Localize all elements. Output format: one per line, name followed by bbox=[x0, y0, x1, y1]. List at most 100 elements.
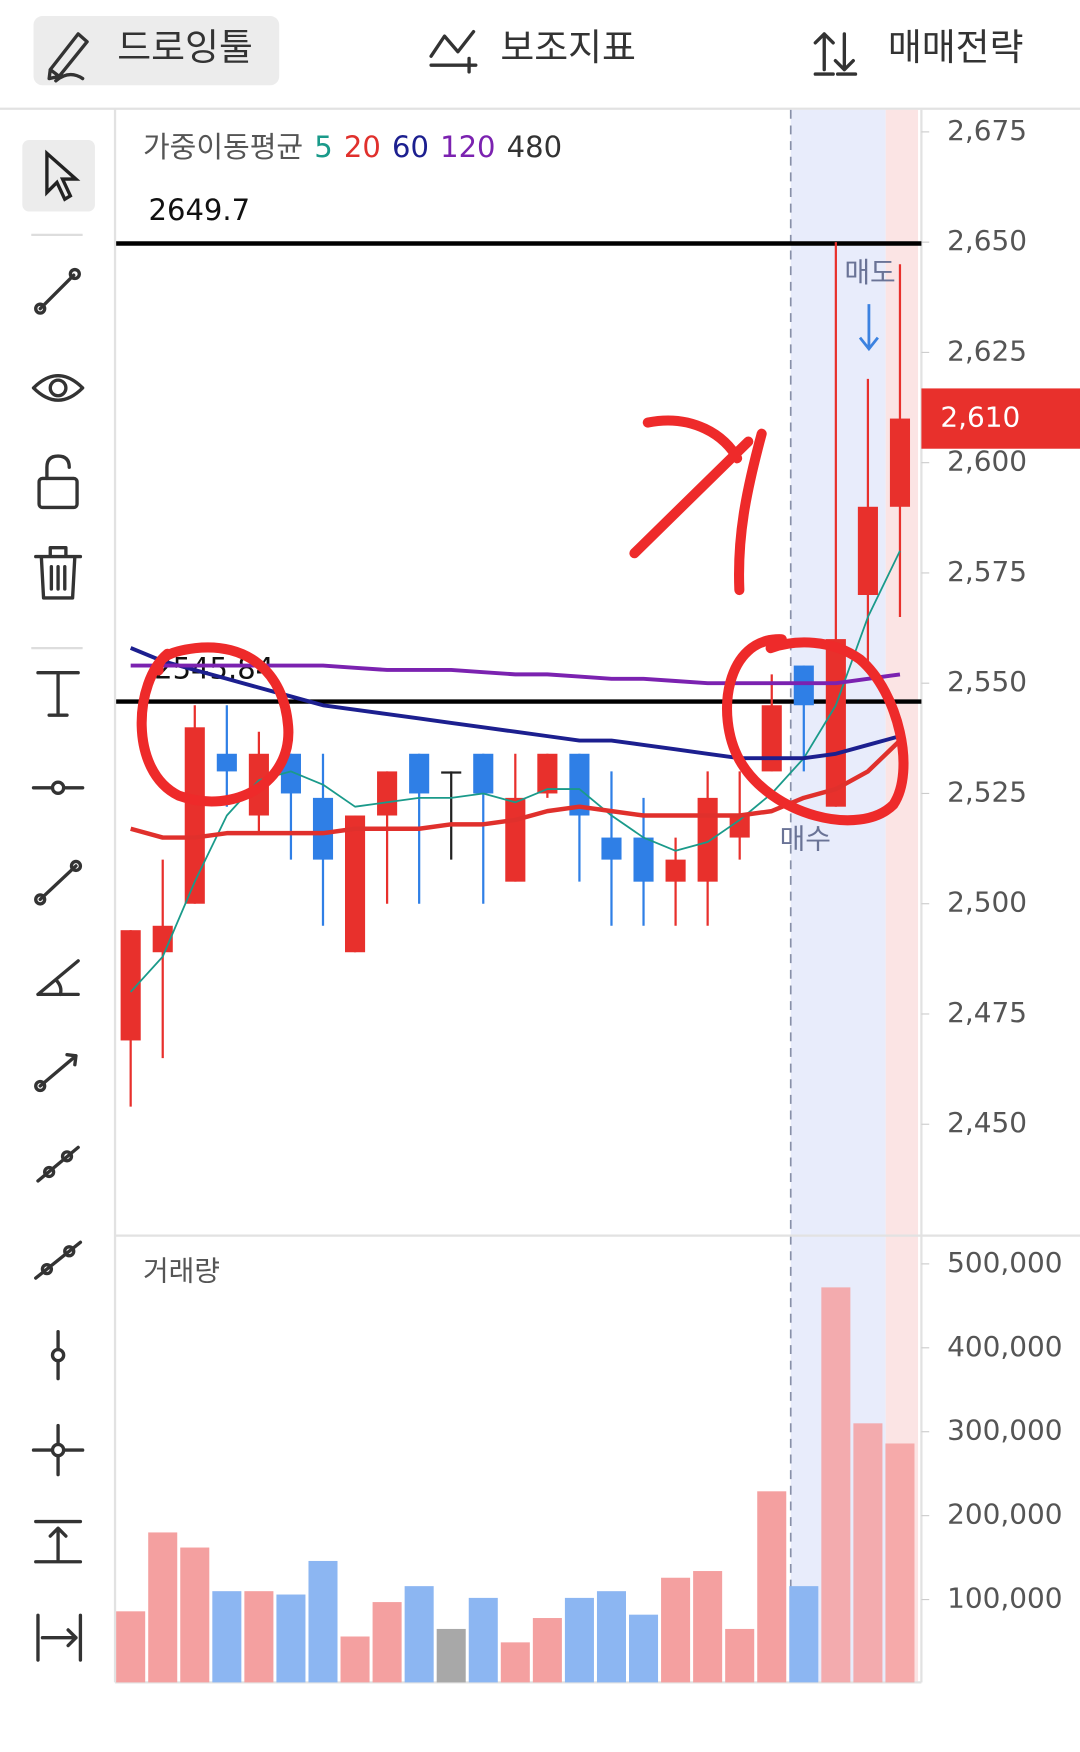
moving-average bbox=[129, 646, 901, 761]
sell-zone bbox=[885, 109, 919, 1683]
dot bbox=[34, 302, 47, 315]
ray-tool[interactable] bbox=[38, 1053, 78, 1088]
line-tool[interactable] bbox=[38, 273, 76, 311]
circle-annotation bbox=[136, 642, 294, 807]
volume-bar bbox=[436, 1628, 466, 1683]
candle-body bbox=[633, 837, 654, 882]
dot bbox=[63, 1245, 76, 1258]
volume-bar bbox=[116, 1611, 146, 1683]
candle-body bbox=[409, 753, 430, 794]
y-tick-label: 2,525 bbox=[947, 775, 1027, 808]
dot bbox=[68, 267, 81, 281]
stroke-annotation bbox=[734, 428, 767, 596]
scribbles bbox=[136, 415, 909, 826]
y-tick-label: 2,625 bbox=[947, 334, 1027, 367]
pen-icon bbox=[47, 32, 89, 83]
volume-bar bbox=[340, 1636, 370, 1683]
legend-entry: 20 bbox=[344, 130, 381, 164]
y-tick-label: 2,575 bbox=[947, 555, 1027, 588]
volume-bar bbox=[885, 1443, 915, 1683]
buy-label: 매수 bbox=[780, 822, 831, 855]
dot bbox=[34, 893, 47, 906]
volume-bar bbox=[276, 1594, 306, 1683]
volume-bar bbox=[212, 1591, 242, 1683]
candle-body bbox=[537, 753, 558, 794]
text-tool[interactable] bbox=[36, 671, 80, 717]
candle-body bbox=[377, 771, 398, 816]
candle-body bbox=[825, 639, 846, 807]
candle-body bbox=[505, 797, 526, 882]
volume-bar bbox=[693, 1571, 723, 1683]
moving-average bbox=[130, 738, 902, 840]
circle-annotation bbox=[722, 634, 909, 826]
angle-tool[interactable] bbox=[36, 959, 80, 997]
tab-active-bg[interactable] bbox=[33, 16, 280, 86]
volume-bar bbox=[821, 1287, 851, 1683]
candle-body bbox=[697, 797, 718, 882]
y-tick-label: 200,000 bbox=[947, 1498, 1062, 1531]
candle-body bbox=[569, 753, 590, 816]
dot bbox=[60, 1150, 74, 1163]
range-tool[interactable] bbox=[34, 1519, 83, 1564]
y-tick-label: 2,450 bbox=[947, 1106, 1027, 1139]
legend: 가중이동평균 5 20 60 120 480 bbox=[143, 130, 562, 164]
y-tick-label: 100,000 bbox=[947, 1582, 1062, 1615]
volume-bar bbox=[757, 1491, 787, 1683]
toolbar bbox=[22, 139, 95, 1662]
chart: 2,450 2,475 2,500 2,525 2,550 2,575 2,600 2,625… bbox=[116, 114, 1080, 1683]
trash-tool[interactable] bbox=[34, 545, 83, 600]
volume-title: 거래량 bbox=[143, 1254, 220, 1287]
horizontal-line-label: 2649.7 bbox=[149, 193, 251, 227]
candle-body bbox=[216, 753, 237, 772]
legend-entry: 60 bbox=[392, 130, 429, 164]
dot bbox=[40, 1262, 54, 1276]
current-price-tag bbox=[921, 388, 1080, 449]
lock-tool[interactable] bbox=[37, 476, 79, 510]
date-range-tool[interactable] bbox=[36, 1613, 83, 1662]
y-tick-label: 2,650 bbox=[947, 224, 1027, 257]
volume-bar bbox=[596, 1591, 626, 1683]
dot bbox=[50, 780, 66, 796]
candle-body bbox=[601, 837, 622, 860]
tab[interactable]: 매매전략 bbox=[888, 26, 1024, 69]
tab[interactable]: 보조지표 bbox=[500, 26, 636, 69]
volume-bar bbox=[629, 1614, 659, 1683]
candle-body bbox=[344, 815, 366, 953]
volume-bar bbox=[789, 1586, 819, 1683]
dot bbox=[42, 1165, 56, 1179]
segment-tool[interactable] bbox=[38, 864, 78, 902]
dot bbox=[34, 1079, 47, 1093]
volume-bar bbox=[180, 1547, 210, 1683]
dot bbox=[69, 859, 83, 873]
tab[interactable]: 드로잉툴 bbox=[117, 26, 253, 69]
volume-bar bbox=[148, 1532, 178, 1683]
candle-body bbox=[857, 506, 878, 595]
volume-bar bbox=[244, 1591, 274, 1683]
lock-arc bbox=[45, 454, 71, 481]
cursor-tool[interactable] bbox=[45, 149, 81, 202]
tool-active-bg[interactable] bbox=[22, 139, 95, 212]
legend-entry: 480 bbox=[507, 130, 562, 164]
current-price-label: 2,610 bbox=[940, 401, 1020, 434]
dot bbox=[50, 1442, 66, 1458]
candle-body bbox=[120, 930, 141, 1041]
eye-tool[interactable] bbox=[31, 373, 85, 402]
dot bbox=[50, 1347, 66, 1363]
stroke-annotation bbox=[629, 415, 754, 559]
candle-body bbox=[441, 771, 462, 774]
candle-body bbox=[729, 815, 750, 838]
y-tick-label: 2,675 bbox=[947, 114, 1027, 147]
volume-bar bbox=[404, 1586, 434, 1683]
candle-body bbox=[184, 727, 205, 904]
volume-bar bbox=[725, 1628, 755, 1683]
legend-title: 가중이동평균 bbox=[143, 130, 303, 164]
volume-bar bbox=[564, 1597, 594, 1683]
extended-tool[interactable] bbox=[36, 1145, 80, 1183]
y-tick-label: 2,500 bbox=[947, 886, 1027, 919]
sell-label: 매도 bbox=[844, 256, 895, 289]
volume-bar bbox=[308, 1560, 338, 1683]
candle-body bbox=[312, 797, 334, 860]
y-tick-label: 2,550 bbox=[947, 665, 1027, 698]
candle-body bbox=[665, 859, 686, 882]
